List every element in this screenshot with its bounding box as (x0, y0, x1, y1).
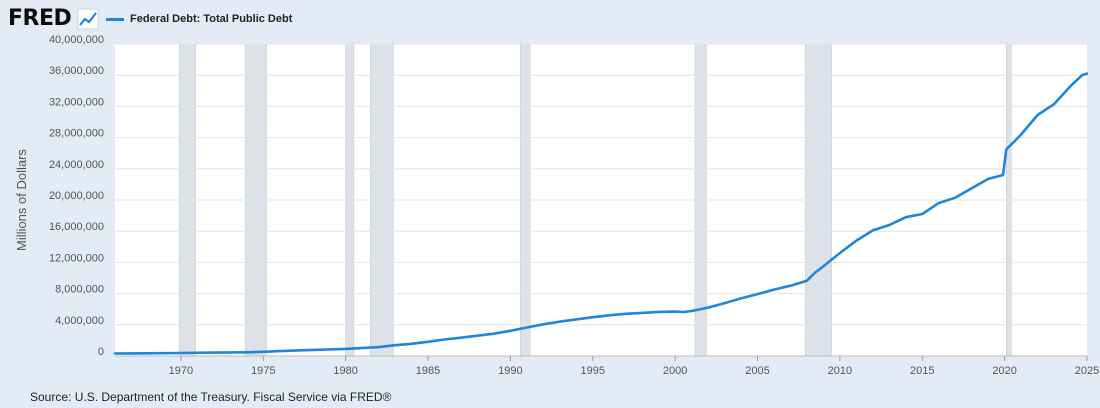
legend: Federal Debt: Total Public Debt (106, 8, 292, 30)
y-axis-tick-labels: 0 4,000,000 8,000,000 12,000,000 16,000,000 2… (49, 34, 104, 358)
x-tick-label: 1990 (498, 365, 522, 377)
y-tick-label: 8,000,000 (55, 284, 104, 296)
x-tick-label: 1975 (251, 365, 275, 377)
y-tick-label: 28,000,000 (49, 128, 104, 140)
source-note: Source: U.S. Department of the Treasury.… (30, 390, 392, 404)
x-tick-label: 2015 (910, 365, 934, 377)
legend-swatch (106, 17, 124, 21)
gridlines (115, 43, 1088, 361)
y-tick-label: 24,000,000 (49, 159, 104, 171)
y-tick-label: 20,000,000 (49, 190, 104, 202)
x-tick-label: 2000 (663, 365, 687, 377)
x-tick-label: 1995 (581, 365, 605, 377)
fred-logo[interactable]: FRED (8, 6, 72, 31)
y-tick-label: 40,000,000 (49, 34, 104, 46)
x-tick-label: 1970 (169, 365, 193, 377)
y-tick-label: 4,000,000 (55, 315, 104, 327)
y-tick-label: 0 (98, 346, 104, 358)
y-tick-label: 16,000,000 (49, 221, 104, 233)
line-chart[interactable]: 0 4,000,000 8,000,000 12,000,000 16,000,000 2… (0, 0, 1100, 385)
x-tick-label: 2005 (745, 365, 769, 377)
x-tick-label: 1985 (416, 365, 440, 377)
y-axis-label: Millions of Dollars (14, 149, 29, 251)
x-tick-label: 2025 (1075, 365, 1099, 377)
series-layer (113, 72, 1089, 355)
header-bar: FRED Federal Debt: Total Public Debt (0, 0, 1100, 38)
y-tick-label: 36,000,000 (49, 65, 104, 77)
x-tick-label: 1980 (333, 365, 357, 377)
legend-label: Federal Debt: Total Public Debt (130, 13, 293, 25)
x-tick-label: 2010 (828, 365, 852, 377)
x-axis-tick-labels: 1970 1975 1980 1985 1990 1995 2000 2005 2010 2015… (169, 365, 1100, 377)
y-tick-label: 12,000,000 (49, 252, 104, 264)
y-tick-label: 32,000,000 (49, 96, 104, 108)
series-line-federal-debt (113, 72, 1089, 355)
fred-chart-logo-icon (77, 8, 99, 30)
x-tick-label: 2020 (992, 365, 1016, 377)
